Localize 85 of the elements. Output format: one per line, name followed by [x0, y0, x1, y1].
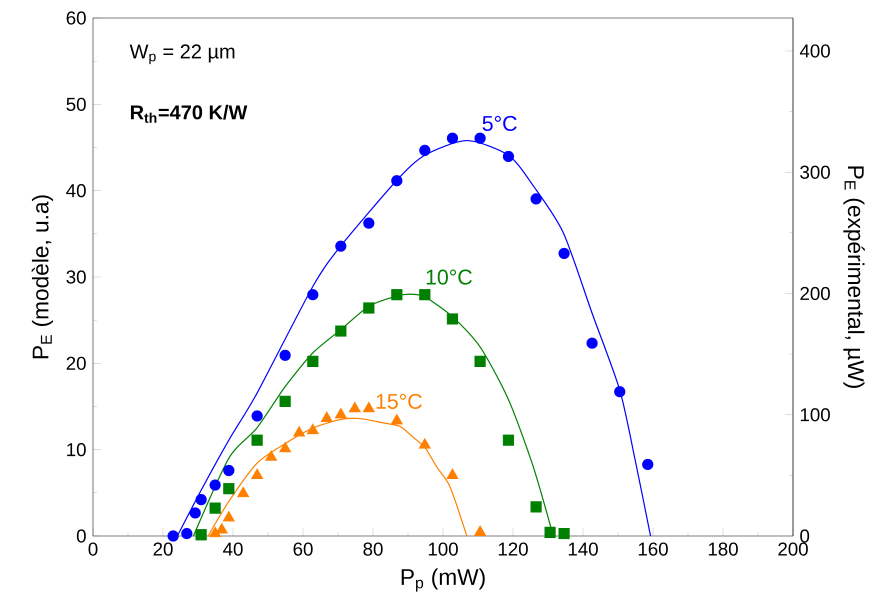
point — [237, 486, 250, 498]
point — [474, 132, 486, 144]
y-tick-label: 20 — [66, 356, 86, 370]
point — [210, 502, 221, 514]
point — [446, 313, 458, 325]
point — [190, 507, 201, 519]
point — [642, 458, 654, 470]
point — [335, 325, 346, 337]
point — [280, 396, 291, 407]
point — [446, 468, 458, 479]
point — [614, 386, 626, 398]
y-tick-label: 60 — [66, 11, 86, 25]
point — [307, 356, 318, 367]
series-label: 10°C — [426, 270, 472, 285]
point — [293, 426, 306, 437]
point — [502, 434, 514, 446]
point — [362, 402, 375, 412]
point — [558, 528, 570, 540]
point — [390, 414, 403, 424]
point — [474, 525, 486, 536]
point — [168, 530, 179, 542]
point — [223, 483, 234, 494]
y2-tick-label: 100 — [800, 408, 830, 422]
point — [419, 144, 430, 156]
annotation: W$_{p}$ = 22 µm — [130, 44, 234, 64]
x-tick-label: 80 — [363, 542, 383, 556]
x-tick-label: 40 — [223, 542, 243, 556]
x-tick-label: 100 — [428, 542, 458, 556]
point — [363, 218, 374, 229]
point — [320, 411, 333, 422]
point — [391, 175, 402, 186]
point — [265, 450, 278, 461]
point — [306, 424, 319, 434]
point — [251, 468, 264, 479]
y2-tick-label: 0 — [800, 529, 810, 543]
x-tick-label: 60 — [294, 542, 313, 556]
point — [391, 289, 402, 300]
point — [209, 526, 222, 538]
y2-tick-label: 400 — [800, 44, 830, 58]
point — [181, 528, 192, 540]
x-axis-title: P$_{p}$ (mW) — [402, 568, 485, 592]
x-tick-label: 140 — [568, 542, 598, 556]
series-label: 15°C — [376, 394, 422, 409]
point — [530, 193, 542, 205]
x-tick-label: 20 — [154, 542, 173, 556]
point — [196, 529, 207, 540]
point — [530, 501, 542, 512]
point — [210, 479, 221, 491]
y-tick-label: 40 — [66, 184, 86, 198]
point — [446, 132, 458, 144]
y-axis-title: P$_{E}$ (modèle, u.a) — [32, 195, 54, 358]
y-tick-label: 0 — [76, 529, 86, 543]
y-tick-label: 10 — [67, 443, 86, 456]
point — [252, 410, 263, 422]
point — [418, 438, 431, 449]
point — [335, 240, 346, 252]
y-tick-label: 30 — [66, 270, 86, 284]
point — [544, 526, 556, 538]
point — [348, 402, 361, 412]
point — [216, 522, 228, 534]
x-tick-label: 120 — [498, 542, 528, 556]
point — [419, 289, 430, 300]
text: R$_{th}$=470 K/W — [130, 104, 248, 123]
point — [252, 434, 263, 446]
point — [474, 356, 486, 367]
point — [223, 464, 234, 476]
point — [334, 408, 347, 418]
y2-axis-title: P$_{E}$ (expérimental, µW) — [843, 166, 865, 388]
point — [363, 302, 374, 314]
x-tick-label: 0 — [88, 542, 98, 556]
y2-tick-label: 300 — [800, 166, 830, 179]
point — [558, 248, 570, 260]
point — [222, 510, 235, 522]
x-tick-label: 180 — [708, 542, 738, 556]
point — [586, 338, 598, 349]
series-label: 5°C — [482, 116, 517, 131]
y2-tick-label: 200 — [800, 286, 830, 300]
point — [307, 289, 318, 300]
point — [280, 350, 291, 361]
x-tick-label: 200 — [778, 542, 808, 556]
x-tick-label: 160 — [638, 542, 668, 556]
point — [196, 494, 207, 506]
y-tick-label: 50 — [66, 98, 86, 111]
point — [502, 150, 514, 162]
point — [279, 442, 292, 452]
